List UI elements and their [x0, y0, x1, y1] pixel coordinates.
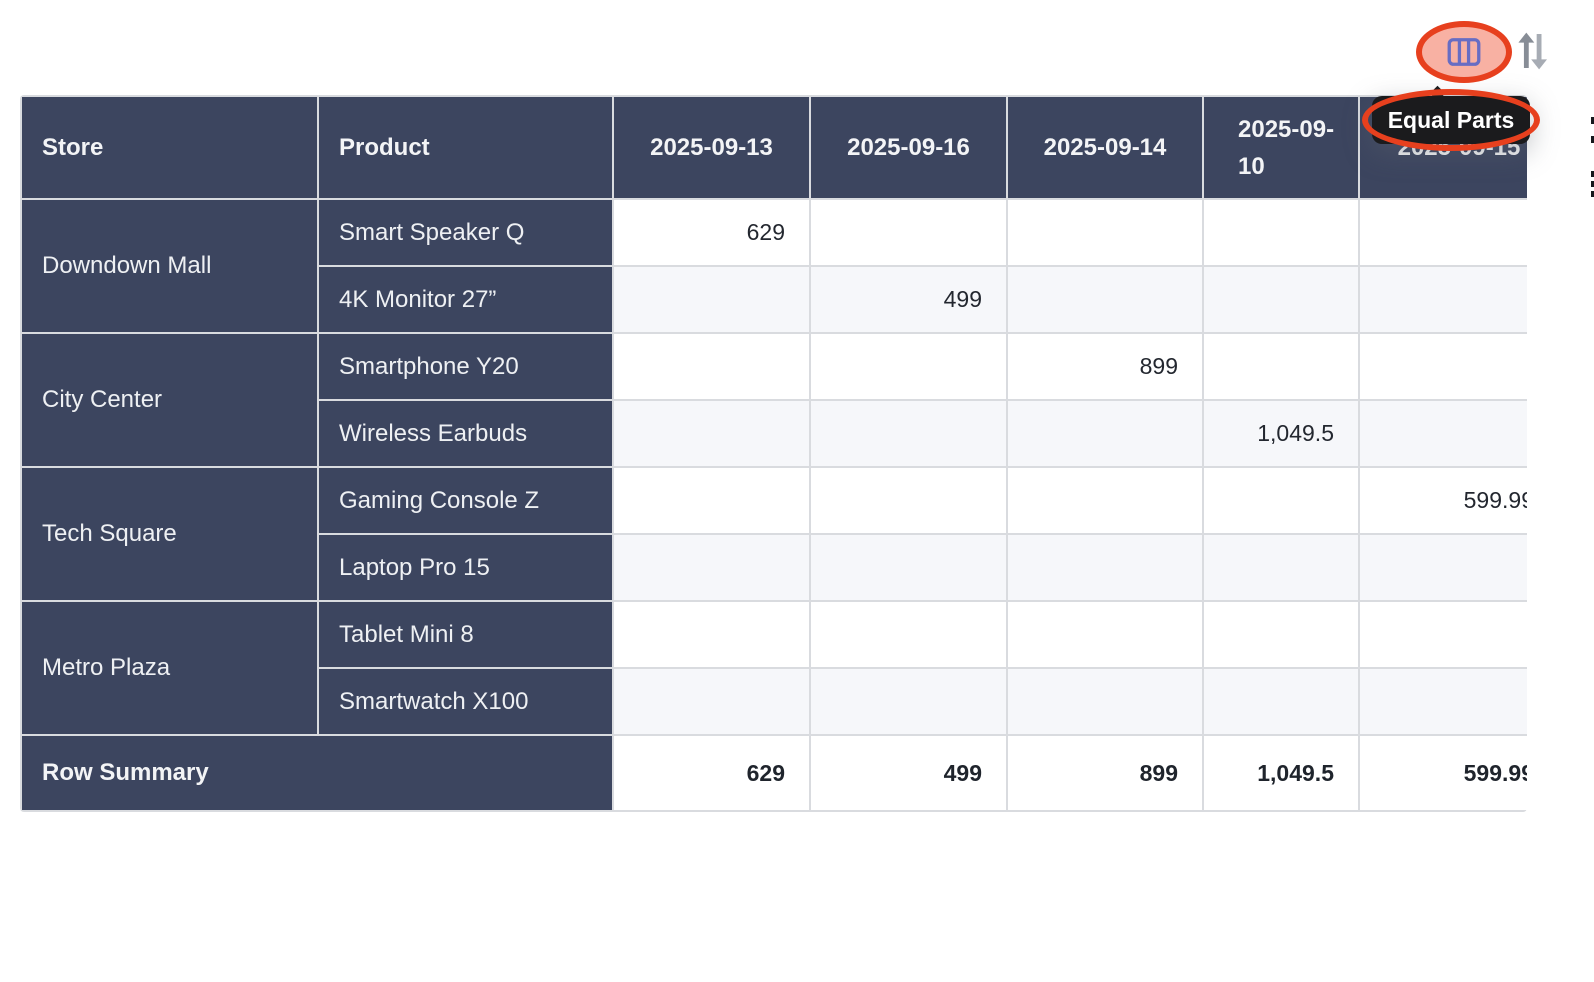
header-row: Store Product 2025-09-13 2025-09-16 2025…	[20, 95, 1527, 200]
value-cell	[1202, 533, 1360, 602]
product-cell: Smartwatch X100	[317, 667, 614, 736]
tooltip-label: Equal Parts	[1387, 106, 1515, 133]
clipped-right-fragment	[1591, 171, 1594, 177]
value-cell	[1006, 198, 1204, 267]
table-row: Metro Plaza Tablet Mini 8	[20, 600, 1527, 736]
value-cell	[1006, 533, 1204, 602]
value-cell	[1006, 667, 1204, 736]
table-row: Tech Square Gaming Console Z 599.99	[20, 466, 1527, 602]
value-cell	[809, 399, 1008, 468]
value-cell: 1,049.5	[1202, 399, 1360, 468]
clipped-right-fragment	[1591, 181, 1594, 187]
value-cell	[1202, 466, 1360, 535]
value-cell	[612, 466, 811, 535]
value-cell	[612, 667, 811, 736]
value-cell	[1202, 265, 1360, 334]
value-cell: 499	[809, 265, 1008, 334]
table-row: Downdown Mall Smart Speaker Q 629	[20, 198, 1527, 334]
value-cell	[809, 667, 1008, 736]
value-cell: 629	[612, 198, 811, 267]
summary-value-cell: 899	[1006, 734, 1204, 812]
value-cell	[612, 265, 811, 334]
column-header-product: Product	[317, 95, 614, 200]
pivot-table: Store Product 2025-09-13 2025-09-16 2025…	[20, 95, 1527, 812]
column-header-date: 2025-09-10	[1202, 95, 1360, 200]
value-cell	[1202, 600, 1360, 669]
table-row: 4K Monitor 27” 499	[21, 265, 1527, 334]
column-header-date: 2025-09-13	[612, 95, 811, 200]
sort-icon	[1515, 31, 1549, 71]
tooltip: Equal Parts	[1372, 96, 1530, 144]
clipped-right-fragment	[1591, 136, 1594, 143]
value-cell	[1358, 667, 1527, 736]
store-cell: Tech Square	[20, 466, 319, 602]
summary-label-cell: Row Summary	[20, 734, 614, 812]
value-cell	[1358, 198, 1527, 267]
summary-value-cell: 629	[612, 734, 811, 812]
product-cell: Wireless Earbuds	[317, 399, 614, 468]
value-cell	[612, 332, 811, 401]
value-cell	[1358, 600, 1527, 669]
table-row: Wireless Earbuds 1,049.5	[21, 399, 1527, 468]
value-cell	[1006, 600, 1204, 669]
column-header-store: Store	[20, 95, 319, 200]
value-cell	[809, 533, 1008, 602]
value-cell	[612, 600, 811, 669]
value-cell	[612, 399, 811, 468]
product-cell: Smartphone Y20	[317, 332, 614, 401]
column-header-date: 2025-09-16	[809, 95, 1008, 200]
product-cell: Smart Speaker Q	[317, 198, 614, 267]
summary-row: Row Summary 629 499 899 1,049.5 599.99	[20, 734, 1527, 812]
value-cell	[1202, 332, 1360, 401]
value-cell	[809, 466, 1008, 535]
value-cell	[612, 533, 811, 602]
store-cell: City Center	[20, 332, 319, 468]
value-cell	[1358, 265, 1527, 334]
table-row: City Center Smartphone Y20 899	[20, 332, 1527, 468]
summary-value-cell: 1,049.5	[1202, 734, 1360, 812]
value-cell: 599.99	[1358, 466, 1527, 535]
summary-value-cell: 599.99	[1358, 734, 1527, 812]
clipped-right-fragment	[1591, 117, 1594, 124]
product-cell: 4K Monitor 27”	[317, 265, 614, 334]
table-row: Laptop Pro 15	[21, 533, 1527, 602]
value-cell	[1006, 265, 1204, 334]
column-header-date: 2025-09-14	[1006, 95, 1204, 200]
product-cell: Laptop Pro 15	[317, 533, 614, 602]
store-cell: Downdown Mall	[20, 198, 319, 334]
value-cell	[1358, 533, 1527, 602]
value-cell	[1202, 198, 1360, 267]
value-cell	[1358, 332, 1527, 401]
table-row: Smartwatch X100	[21, 667, 1527, 736]
summary-value-cell: 499	[809, 734, 1008, 812]
value-cell	[1202, 667, 1360, 736]
clipped-right-fragment	[1591, 191, 1594, 197]
columns-layout-button[interactable]	[1416, 21, 1512, 83]
product-cell: Gaming Console Z	[317, 466, 614, 535]
value-cell	[809, 332, 1008, 401]
value-cell	[809, 600, 1008, 669]
value-cell	[809, 198, 1008, 267]
table-viewport: Store Product 2025-09-13 2025-09-16 2025…	[20, 95, 1527, 812]
store-cell: Metro Plaza	[20, 600, 319, 736]
value-cell	[1006, 399, 1204, 468]
product-cell: Tablet Mini 8	[317, 600, 614, 669]
sort-rows-button[interactable]	[1514, 30, 1550, 72]
value-cell	[1358, 399, 1527, 468]
value-cell: 899	[1006, 332, 1204, 401]
columns-icon	[1447, 38, 1481, 66]
value-cell	[1006, 466, 1204, 535]
